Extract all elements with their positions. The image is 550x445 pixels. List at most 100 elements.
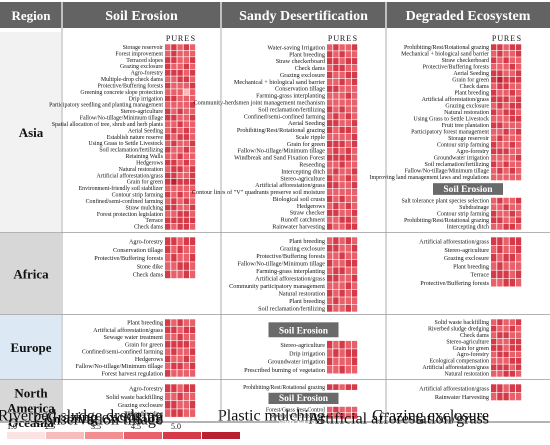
heat-cell	[339, 349, 345, 357]
legend-swatch	[7, 432, 45, 439]
heat-cell	[339, 244, 345, 252]
heat-cell	[515, 319, 522, 326]
heat-cell	[327, 58, 333, 65]
heat-cell	[491, 278, 497, 287]
metric-label: P	[492, 34, 497, 43]
heat-cell	[177, 69, 183, 76]
row-label: Rainwater harvesting	[272, 223, 325, 230]
heat-cell	[177, 146, 183, 153]
heat-cell	[497, 154, 503, 161]
heat-cell	[171, 326, 177, 334]
heat-cell	[165, 82, 171, 89]
heat-cell	[491, 204, 497, 211]
row-label: Fallow/No-tillage/Minimum tillage	[80, 116, 164, 122]
heat-cell	[189, 57, 196, 63]
heat-cell	[503, 128, 509, 135]
heat-cell	[327, 92, 333, 99]
heat-cell	[189, 102, 196, 108]
heat-cell	[339, 304, 345, 312]
row-label: Confined/semi-confined farming	[86, 198, 163, 205]
row-label: Plant breeding	[453, 263, 489, 270]
heat-cell	[351, 92, 358, 99]
heat-cell	[165, 355, 171, 363]
heat-cell	[177, 245, 183, 254]
heat-cell	[171, 392, 177, 401]
heat-cell	[171, 134, 177, 140]
row-label: Community-herdsmen joint management mech…	[194, 99, 326, 106]
heat-cell	[509, 262, 515, 270]
heat-cell	[189, 326, 196, 334]
heat-cell	[165, 370, 171, 377]
row-label: Salt tolerance plant species selection	[401, 199, 489, 205]
row-label: Grazing exclosure	[280, 72, 325, 79]
heat-cell	[491, 128, 497, 135]
heat-cell	[491, 357, 497, 364]
heat-cell	[189, 223, 196, 230]
heat-cell	[171, 400, 177, 409]
heat-cell	[333, 64, 339, 72]
heat-cell	[497, 50, 503, 57]
heat-cell	[177, 319, 183, 326]
heat-cell	[171, 370, 177, 377]
heat-cell	[509, 357, 515, 364]
heat-cell	[333, 44, 339, 51]
heat-cell	[165, 262, 171, 270]
heat-cell	[345, 140, 351, 148]
heat-cell	[177, 121, 183, 128]
heat-cell	[345, 85, 351, 92]
heat-cell	[491, 63, 497, 70]
heat-cell	[177, 370, 183, 377]
heat-cell	[327, 99, 333, 106]
heat-cell	[351, 120, 358, 127]
heat-cell	[509, 76, 515, 83]
heat-cell	[327, 252, 333, 260]
heat-cell	[189, 392, 196, 401]
row-label: Conservation tillage	[275, 86, 325, 93]
heat-cell	[189, 166, 196, 172]
heat-cell	[171, 341, 177, 348]
heat-cell	[189, 178, 196, 185]
heat-cell	[171, 185, 177, 192]
heat-cell	[509, 351, 515, 358]
heat-cell	[491, 217, 497, 224]
heat-cell	[491, 44, 497, 51]
heat-cell	[509, 338, 515, 345]
heat-cell	[503, 161, 509, 168]
heat-cell	[183, 50, 189, 57]
heat-cell	[327, 140, 333, 148]
heat-cell	[177, 348, 183, 355]
metric-label: R	[340, 34, 346, 43]
heat-cell	[189, 217, 196, 224]
row-label: Terrace	[471, 272, 490, 279]
region-band	[0, 380, 61, 421]
heat-cell	[183, 121, 189, 128]
heat-cell	[515, 63, 522, 70]
heat-cell	[165, 127, 171, 134]
heat-cell	[333, 58, 339, 65]
heat-cell	[339, 64, 345, 72]
heat-cell	[333, 51, 339, 58]
heat-cell	[165, 245, 171, 254]
heat-cell	[339, 237, 345, 245]
heat-cell	[509, 384, 515, 392]
heat-cell	[327, 195, 333, 203]
heat-cell	[171, 102, 177, 108]
heat-cell	[345, 168, 351, 175]
heat-cell	[351, 237, 358, 245]
heat-cell	[509, 109, 515, 116]
heat-cell	[503, 76, 509, 83]
heat-cell	[503, 338, 509, 345]
heat-cell	[327, 202, 333, 210]
heat-cell	[509, 253, 515, 262]
row-label: Forest protection legislation	[97, 212, 163, 218]
row-label: Riverbed sludge dredging	[428, 326, 489, 332]
heat-cell	[509, 332, 515, 339]
heat-cell	[177, 384, 183, 392]
heat-cell	[171, 211, 177, 217]
row-label: Hedgerows	[297, 203, 326, 210]
heat-cell	[171, 82, 177, 89]
heat-cell	[339, 289, 345, 297]
heat-cell	[345, 106, 351, 113]
heat-cell	[345, 44, 351, 51]
heat-cell	[509, 50, 515, 57]
